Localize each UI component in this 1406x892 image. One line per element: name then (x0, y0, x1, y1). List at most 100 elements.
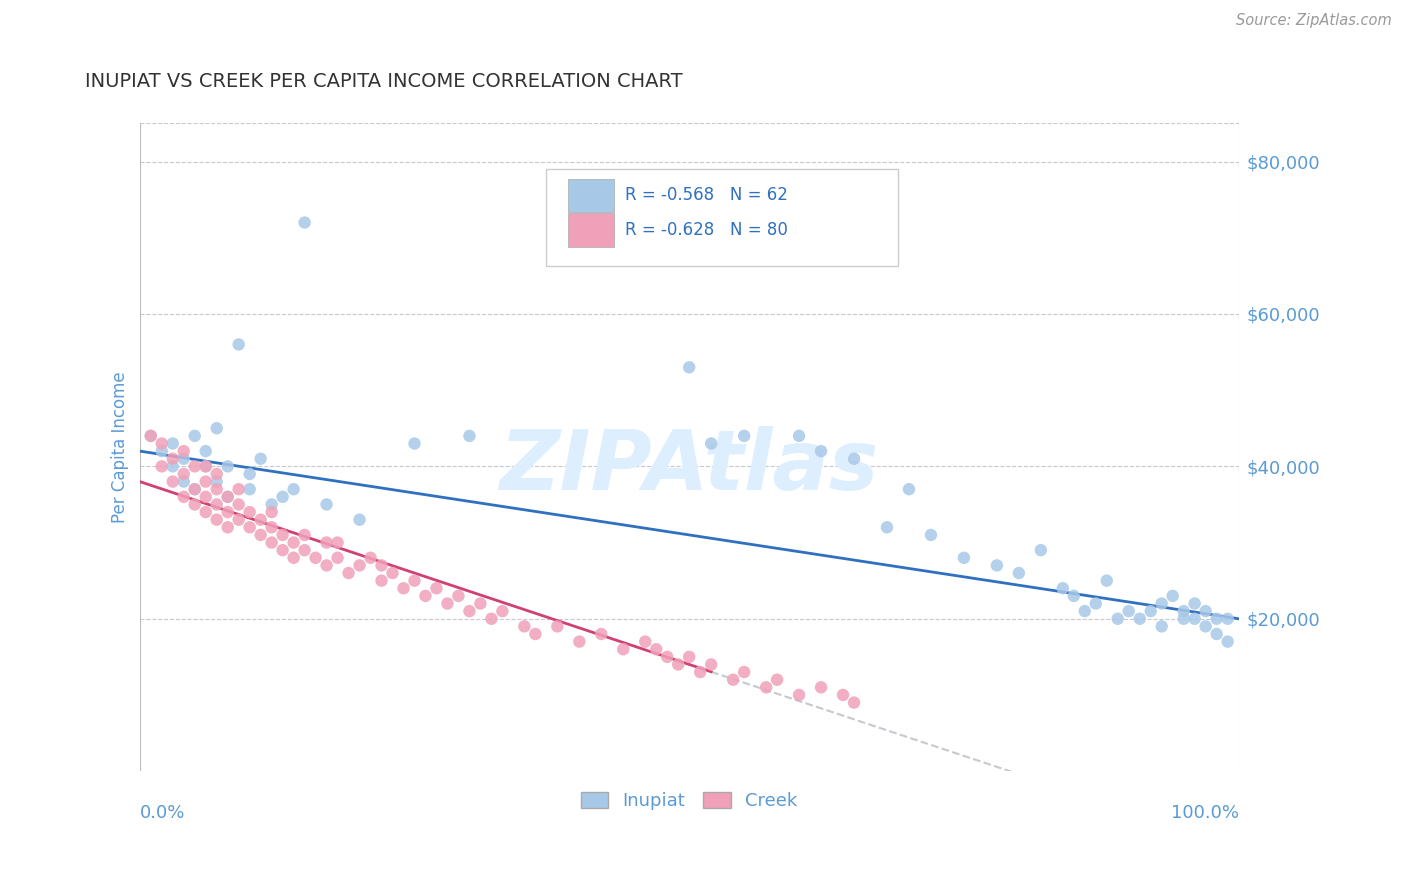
Point (294, 543, 316, 558)
Point (591, 627, 613, 641)
Point (524, 627, 547, 641)
Point (162, 459, 184, 474)
Point (271, 543, 294, 558)
Point (162, 451, 184, 466)
Point (239, 467, 262, 481)
Point (183, 498, 205, 512)
Point (315, 535, 337, 549)
Point (1129, 612, 1152, 626)
Point (183, 459, 205, 474)
Point (842, 696, 865, 710)
Point (458, 429, 481, 443)
Point (194, 459, 217, 474)
Point (173, 490, 195, 504)
Point (173, 467, 195, 481)
Point (228, 337, 250, 351)
Point (876, 520, 898, 534)
Point (271, 528, 294, 542)
Text: Source: ZipAtlas.com: Source: ZipAtlas.com (1236, 13, 1392, 29)
Point (205, 421, 228, 435)
Point (249, 451, 271, 466)
Point (568, 634, 591, 648)
FancyBboxPatch shape (547, 169, 898, 266)
Point (194, 490, 217, 504)
Point (1216, 634, 1239, 648)
Point (239, 482, 262, 496)
Point (1150, 619, 1173, 633)
Point (337, 566, 360, 580)
Point (183, 482, 205, 496)
Point (173, 451, 195, 466)
Point (349, 513, 371, 527)
Point (183, 482, 205, 496)
Point (283, 550, 305, 565)
Point (139, 429, 162, 443)
Point (986, 558, 1008, 573)
Point (1173, 612, 1195, 626)
Point (787, 429, 810, 443)
Point (194, 475, 217, 489)
Point (1150, 597, 1173, 611)
Point (1184, 597, 1206, 611)
Point (239, 520, 262, 534)
Point (150, 436, 173, 450)
Point (755, 681, 778, 695)
Point (897, 482, 920, 496)
Point (657, 649, 679, 664)
Point (392, 581, 415, 595)
Point (271, 490, 294, 504)
Point (150, 459, 173, 474)
Point (349, 558, 371, 573)
Point (481, 612, 503, 626)
Point (183, 429, 205, 443)
Point (700, 657, 723, 672)
Point (513, 619, 536, 633)
Point (721, 673, 744, 687)
Point (700, 436, 723, 450)
Point (1195, 604, 1218, 618)
Point (173, 475, 195, 489)
Point (458, 604, 481, 618)
Point (832, 688, 855, 702)
Point (1084, 597, 1107, 611)
Point (326, 535, 349, 549)
Point (612, 642, 634, 657)
Point (249, 528, 271, 542)
FancyBboxPatch shape (568, 178, 614, 212)
Point (1052, 581, 1074, 595)
Point (491, 604, 513, 618)
Point (205, 467, 228, 481)
Point (173, 444, 195, 458)
Point (217, 459, 239, 474)
Point (810, 444, 832, 458)
Point (260, 520, 283, 534)
Point (249, 513, 271, 527)
Point (283, 535, 305, 549)
Point (1195, 619, 1218, 633)
Point (733, 429, 755, 443)
Text: R = -0.568   N = 62: R = -0.568 N = 62 (626, 186, 789, 204)
Point (139, 429, 162, 443)
Point (205, 482, 228, 496)
Point (678, 649, 700, 664)
Point (787, 688, 810, 702)
Point (1161, 589, 1184, 603)
Point (326, 550, 349, 565)
Point (1184, 612, 1206, 626)
Point (360, 550, 382, 565)
Point (1063, 589, 1085, 603)
Point (304, 550, 326, 565)
Point (315, 498, 337, 512)
Legend: Inupiat, Creek: Inupiat, Creek (574, 784, 804, 817)
Point (447, 589, 470, 603)
Point (194, 444, 217, 458)
Point (1029, 543, 1052, 558)
Text: INUPIAT VS CREEK PER CAPITA INCOME CORRELATION CHART: INUPIAT VS CREEK PER CAPITA INCOME CORRE… (84, 71, 682, 91)
Point (1074, 604, 1097, 618)
Point (436, 597, 458, 611)
Point (162, 436, 184, 450)
Point (205, 475, 228, 489)
Point (260, 535, 283, 549)
Point (283, 482, 305, 496)
Point (194, 505, 217, 519)
